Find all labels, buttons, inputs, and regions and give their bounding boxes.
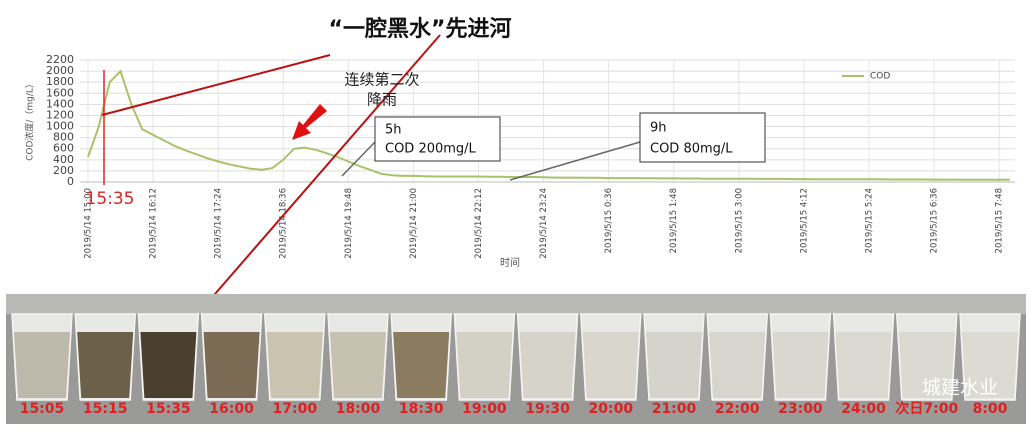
x-tick-label: 2019/5/14 19:48: [344, 188, 354, 259]
rain-note: 降雨: [367, 91, 397, 109]
water: [330, 332, 386, 398]
sample-time: 15:05: [20, 401, 65, 417]
y-tick-label: 0: [67, 175, 74, 188]
callout-line: [341, 141, 376, 177]
x-axis-label: 时间: [500, 256, 520, 269]
pointer-line: [174, 34, 441, 341]
data-line: [87, 69, 1010, 181]
sample-time: 16:00: [209, 401, 254, 417]
x-tick-label: 2019/5/14 15:00: [84, 188, 94, 259]
water: [582, 332, 639, 398]
water: [646, 332, 702, 398]
sample-time: 15:35: [146, 401, 191, 417]
water: [393, 332, 450, 398]
x-tick-label: 2019/5/15 6:36: [930, 188, 940, 253]
water: [456, 332, 513, 398]
water: [140, 332, 197, 398]
x-tick-label: 2019/5/15 4:12: [799, 188, 809, 253]
y-axis-label: COD浓度/（mg/L）: [24, 79, 36, 161]
x-tick-label: 2019/5/14 23:24: [539, 188, 549, 259]
glasses: 15:05 15:15 15:35 16:00 17:00 18:00 18:30 19:00…: [11, 313, 1021, 417]
y-tick-label: 800: [53, 131, 74, 144]
sample-time: 20:00: [589, 401, 634, 417]
sample-time: 19:30: [525, 401, 570, 417]
x-tick-label: 2019/5/14 17:24: [214, 188, 224, 259]
sample-time: 22:00: [715, 401, 760, 417]
sample-time: 17:00: [273, 401, 318, 417]
water: [709, 332, 766, 398]
x-tick-label: 2019/5/14 21:00: [409, 188, 419, 259]
y-tick-label: 600: [53, 142, 74, 155]
sample-time: 15:15: [83, 401, 128, 417]
water: [266, 332, 323, 398]
callout-text: COD 80mg/L: [650, 142, 733, 157]
x-tick-label: 2019/5/15 7:48: [995, 188, 1005, 253]
photo-wall: [6, 294, 1026, 314]
y-tick-label: 1600: [46, 86, 74, 99]
x-tick-label: 2019/5/14 16:12: [149, 188, 159, 259]
x-tick-label: 2019/5/14 22:12: [474, 188, 484, 259]
sample-time: 21:00: [652, 401, 697, 417]
sample-time: 8:00: [973, 401, 1008, 417]
y-tick-label: 400: [53, 153, 74, 166]
callout-text: 5h: [385, 123, 402, 138]
water: [519, 332, 576, 398]
sample-time: 19:00: [462, 401, 507, 417]
x-tick-label: 2019/5/15 3:00: [734, 188, 744, 253]
water: [203, 332, 260, 398]
y-tick-label: 2000: [46, 64, 74, 77]
water: [14, 332, 70, 398]
callout-text: 9h: [650, 121, 667, 136]
callout-box: [374, 116, 501, 162]
y-tick-label: 1200: [46, 108, 74, 121]
water: [962, 332, 1018, 398]
callout-box: [639, 112, 766, 163]
callout-text: COD 200mg/L: [385, 142, 477, 157]
x-tick-label: 2019/5/15 5:24: [864, 188, 874, 253]
y-tick-label: 1000: [46, 120, 74, 133]
rain-note: 连续第二次: [344, 71, 419, 89]
sample-time: 18:00: [336, 401, 381, 417]
watermark: 城建水业: [922, 377, 998, 399]
x-tick-label: 2019/5/15 0:36: [604, 188, 614, 253]
y-tick-label: 2200: [46, 53, 74, 66]
title: “一腔黑水”先进河: [329, 16, 512, 42]
y-tick-label: 1800: [46, 75, 74, 88]
water: [772, 332, 829, 398]
plot: 0200400600800100012001400160018002000220…: [46, 53, 1015, 259]
y-tick-label: 1400: [46, 97, 74, 110]
x-tick-label: 2019/5/14 18:36: [279, 188, 289, 259]
y-tick-label: 200: [53, 164, 74, 177]
callout-line: [509, 141, 641, 181]
marker-label: 15:35: [86, 189, 135, 209]
sample-time: 23:00: [778, 401, 823, 417]
water: [835, 332, 892, 398]
pointer-line: [101, 54, 331, 116]
sample-time: 18:30: [399, 401, 444, 417]
x-tick-label: 2019/5/15 1:48: [669, 188, 679, 253]
water: [77, 332, 134, 398]
water: [898, 332, 955, 398]
red-arrow: [292, 104, 327, 140]
sample-time: 24:00: [841, 401, 886, 417]
legend-label: COD: [870, 72, 890, 82]
sample-time: 次日7:00: [895, 400, 958, 417]
